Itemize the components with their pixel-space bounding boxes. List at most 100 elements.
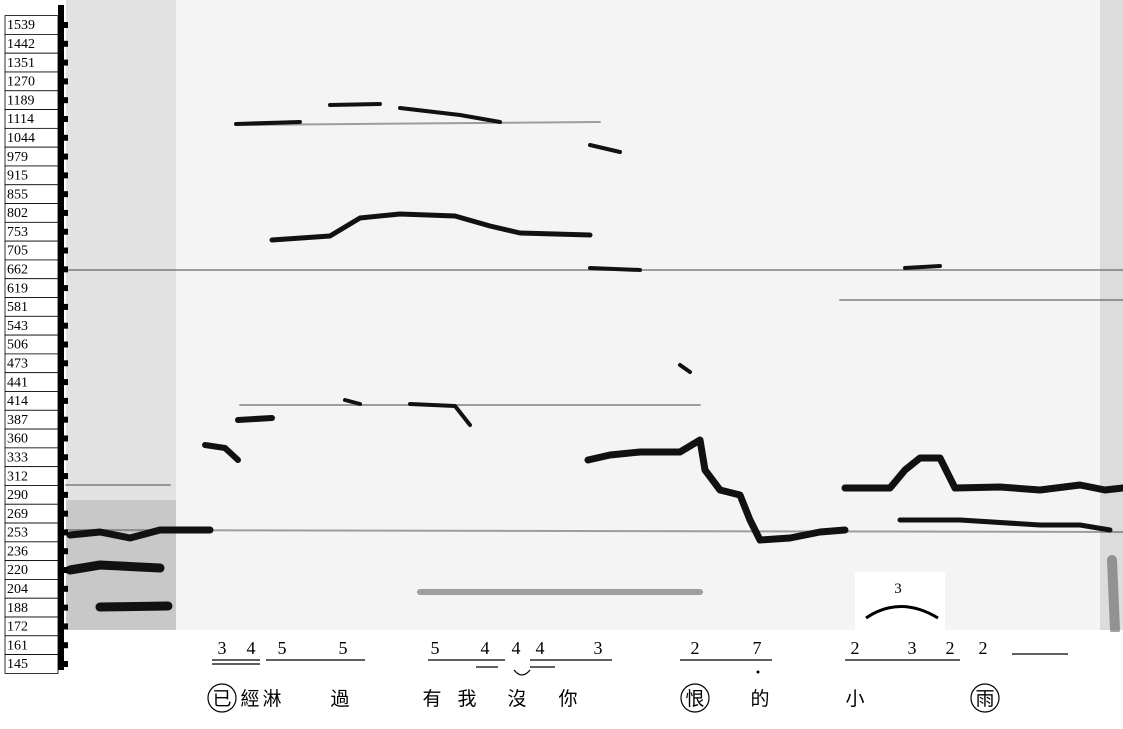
pitch-contour: [234, 102, 622, 154]
pitch-contour: [202, 415, 275, 463]
frequency-label: 360: [7, 432, 28, 447]
tick: [58, 416, 68, 423]
tick: [58, 491, 68, 498]
note: 2: [851, 638, 860, 658]
tick: [58, 379, 68, 386]
note: 4: [481, 638, 490, 658]
frequency-label: 204: [7, 582, 28, 597]
tick: [58, 473, 68, 480]
tick: [58, 341, 68, 348]
frequency-label: 1442: [7, 37, 35, 52]
tick: [58, 510, 68, 517]
note: 3: [594, 638, 603, 658]
noise-band: [1100, 0, 1123, 630]
frequency-label: 979: [7, 150, 28, 165]
tick: [58, 22, 68, 28]
note: 2: [691, 638, 700, 658]
tick: [58, 228, 68, 235]
octave-dot: [756, 670, 760, 674]
frequency-label: 506: [7, 338, 28, 353]
pitch-contour: [65, 560, 173, 612]
pitch-contour: [841, 454, 1123, 494]
frequency-label: 414: [7, 394, 28, 409]
spectrogram-noise: [66, 0, 1123, 630]
tick: [58, 397, 68, 404]
lyric: 恨: [685, 688, 704, 710]
lyric: 已: [212, 688, 231, 710]
frequency-label: 855: [7, 187, 28, 202]
frequency-label: 753: [7, 225, 28, 240]
triplet-box: [855, 572, 945, 630]
noise-blob: [1107, 555, 1120, 635]
lyric: 我: [457, 688, 476, 710]
frequency-label: 619: [7, 281, 28, 296]
lyric-circle: [207, 683, 237, 713]
lyric: 淋: [262, 688, 281, 710]
note: 2: [979, 638, 988, 658]
lyric: 經: [240, 688, 259, 710]
frequency-label: 705: [7, 244, 28, 259]
tick: [58, 604, 68, 611]
tick: [58, 153, 68, 160]
tick: [58, 134, 68, 141]
spectrogram: [65, 0, 1123, 635]
frequency-label: 269: [7, 507, 28, 522]
frequency-label: 1351: [7, 56, 35, 71]
frequency-label: 172: [7, 620, 28, 635]
triplet-arc: [865, 605, 939, 620]
frequency-label: 473: [7, 357, 28, 372]
lyric: 過: [330, 688, 349, 710]
frequency-label: 1270: [7, 75, 35, 90]
frequency-label: 188: [7, 601, 28, 616]
note: 3: [218, 638, 227, 658]
note: 4: [512, 638, 521, 658]
tick: [58, 209, 68, 216]
frequency-label: 441: [7, 375, 28, 390]
frequency-label: 543: [7, 319, 28, 334]
frequency-label: 662: [7, 263, 28, 278]
frequency-label: 915: [7, 169, 28, 184]
tick: [58, 285, 68, 292]
frequency-label: 236: [7, 544, 28, 559]
lyric-circle: [680, 683, 710, 713]
tick: [58, 435, 68, 442]
tick: [58, 567, 68, 574]
lyric: 有: [422, 688, 441, 710]
lyric: 雨: [975, 688, 994, 710]
note: 5: [431, 638, 440, 658]
note: 4: [247, 638, 256, 658]
frequency-label: 1114: [7, 112, 34, 127]
tick: [58, 40, 68, 47]
frequency-label: 145: [7, 657, 28, 672]
pitch-contour: [269, 211, 593, 243]
lyric: 的: [750, 688, 769, 710]
tick: [58, 585, 68, 592]
tick: [58, 191, 68, 198]
frequency-label: 1539: [7, 18, 35, 33]
frequency-label: 161: [7, 638, 28, 653]
frequency-label: 387: [7, 413, 28, 428]
frequency-label: 1044: [7, 131, 35, 146]
axis-bar: [58, 5, 64, 670]
note: 4: [536, 638, 545, 658]
tick: [58, 247, 68, 254]
note: 5: [339, 638, 348, 658]
frequency-label: 220: [7, 563, 28, 578]
tick: [58, 266, 68, 273]
frequency-label: 1189: [7, 93, 34, 108]
lyric: 小: [845, 688, 864, 710]
triplet-mark: 3: [894, 581, 902, 597]
tick: [58, 172, 68, 179]
note: 5: [278, 638, 287, 658]
note: 7: [753, 638, 762, 658]
tick: [58, 322, 68, 329]
note: 3: [908, 638, 917, 658]
pitch-contour: [897, 517, 1113, 533]
tick: [58, 115, 68, 122]
pitch-contour: [66, 526, 214, 542]
frequency-label: 581: [7, 300, 28, 315]
duration-lines: [212, 653, 1068, 668]
tick: [58, 454, 68, 461]
